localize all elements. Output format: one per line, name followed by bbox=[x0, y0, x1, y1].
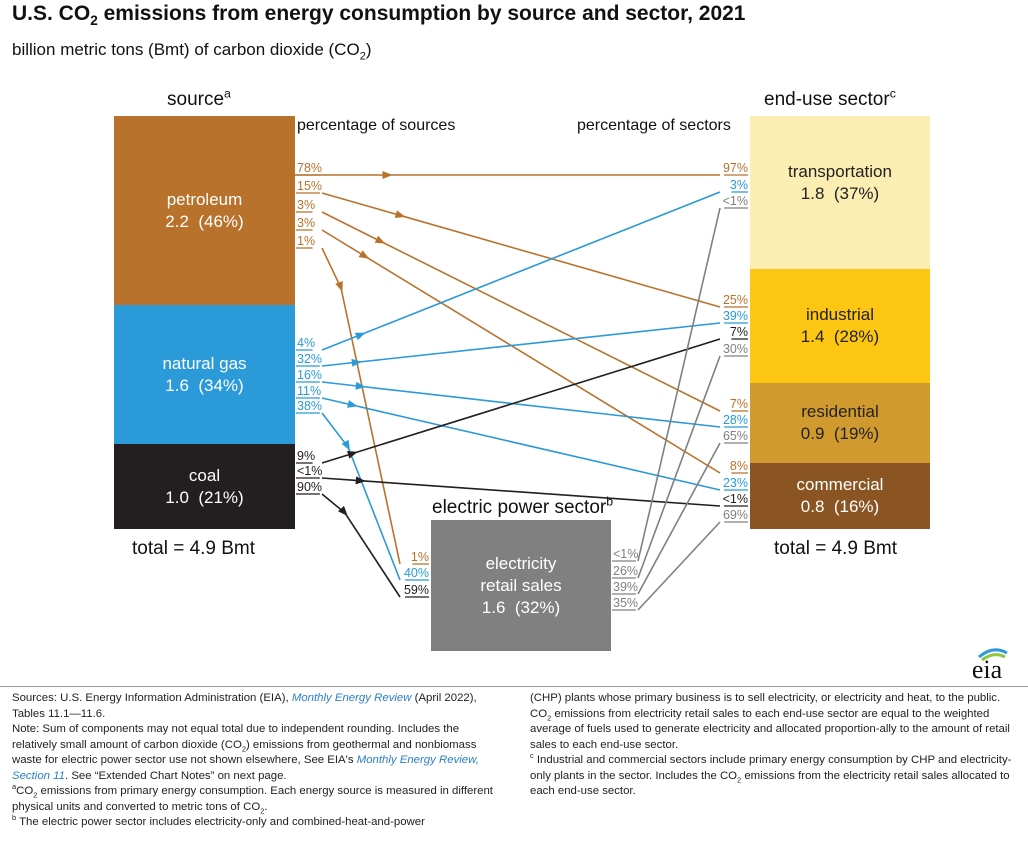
sector-value-residential: 0.9 (19%) bbox=[800, 424, 880, 443]
footer-divider bbox=[0, 686, 1028, 687]
source-value-coal: 1.0 (21%) bbox=[165, 487, 244, 507]
chart-title: U.S. CO2 emissions from energy consumpti… bbox=[12, 2, 746, 29]
pct-transportation-petroleum: 97% bbox=[723, 161, 748, 175]
source-header: sourcea bbox=[167, 86, 231, 110]
flow-gas-residential bbox=[321, 381, 721, 428]
pct-gas-1: 32% bbox=[297, 352, 322, 366]
footnote-c: c Industrial and commercial sectors incl… bbox=[530, 751, 1012, 797]
pct-electric-out-3: 35% bbox=[613, 596, 638, 610]
pct-electric-out-0: <1% bbox=[613, 547, 638, 561]
footnote-b-continued: (CHP) plants whose primary business is t… bbox=[530, 692, 1010, 751]
sector-total: total = 4.9 Bmt bbox=[774, 538, 898, 559]
pct-transportation-gas: 3% bbox=[730, 178, 748, 192]
footnotes-right: (CHP) plants whose primary business is t… bbox=[530, 691, 1020, 800]
footnote-b: b The electric power sector includes ele… bbox=[12, 813, 425, 828]
sector-box-industrial: industrial 1.4 (28%) bbox=[750, 269, 930, 383]
sector-label-industrial: industrial bbox=[805, 305, 875, 324]
source-box-petroleum: petroleum 2.2 (46%) bbox=[114, 116, 295, 305]
sector-label-commercial: commercial bbox=[796, 475, 884, 494]
pct-industrial-gas: 39% bbox=[723, 309, 748, 323]
pct-industrial-petroleum: 25% bbox=[723, 293, 748, 307]
pct-petroleum-1: 15% bbox=[297, 179, 322, 193]
eia-logo: eia bbox=[972, 648, 1008, 681]
pct-commercial-electric: 69% bbox=[723, 508, 748, 522]
electric-power-sector-header: electric power sectorb bbox=[432, 494, 614, 518]
eia-logo-text: eia bbox=[972, 655, 1003, 681]
chart-subtitle: billion metric tons (Bmt) of carbon diox… bbox=[12, 40, 372, 63]
pct-residential-electric: 65% bbox=[723, 429, 748, 443]
pct-coal-0: 9% bbox=[297, 449, 315, 463]
flow-gas-electric bbox=[321, 412, 401, 581]
flow-electric-commercial bbox=[637, 521, 721, 611]
electric-value: 1.6 (32%) bbox=[481, 597, 561, 617]
flow-diagram: 78%15%3%3%1%4%32%16%11%38%9%<1%90%97%3%<… bbox=[295, 161, 748, 611]
source-box-natural-gas: natural gas 1.6 (34%) bbox=[114, 305, 295, 444]
flow-coal-commercial bbox=[321, 476, 721, 507]
flow-petroleum-industrial bbox=[321, 192, 721, 308]
electric-power-box: electricity retail sales 1.6 (32%) bbox=[431, 520, 611, 651]
source-value-petroleum: 2.2 (46%) bbox=[165, 211, 244, 231]
general-note: Note: Sum of components may not equal to… bbox=[12, 723, 479, 782]
pct-coal-1: <1% bbox=[297, 464, 322, 478]
flow-gas-commercial bbox=[321, 397, 721, 491]
footnote-a: aCO2 emissions from primary energy consu… bbox=[12, 782, 493, 815]
sector-value-industrial: 1.4 (28%) bbox=[800, 327, 880, 346]
pct-petroleum-0: 78% bbox=[297, 161, 322, 175]
flow-petroleum-electric bbox=[321, 247, 401, 565]
percentage-of-sources-label: percentage of sources bbox=[297, 117, 456, 134]
footnotes-left: Sources: U.S. Energy Information Adminis… bbox=[12, 691, 504, 831]
pct-petroleum-3: 3% bbox=[297, 216, 315, 230]
sector-value-commercial: 0.8 (16%) bbox=[800, 497, 880, 516]
flow-coal-industrial bbox=[321, 338, 721, 464]
pct-electric-out-1: 26% bbox=[613, 564, 638, 578]
monthly-energy-review-link[interactable]: Monthly Energy Review bbox=[291, 692, 412, 704]
sector-box-transportation: transportation 1.8 (37%) bbox=[750, 116, 930, 269]
sector-value-transportation: 1.8 (37%) bbox=[800, 183, 880, 203]
pct-residential-petroleum: 7% bbox=[730, 397, 748, 411]
pct-industrial-electric: 30% bbox=[723, 342, 748, 356]
sources-note: Sources: U.S. Energy Information Adminis… bbox=[12, 692, 477, 720]
pct-electric-in-gas: 40% bbox=[404, 566, 429, 580]
pct-commercial-gas: 23% bbox=[723, 476, 748, 490]
flow-petroleum-residential bbox=[321, 211, 721, 412]
electric-label-line1: electricity bbox=[485, 553, 557, 573]
pct-gas-2: 16% bbox=[297, 368, 322, 382]
pct-petroleum-2: 3% bbox=[297, 198, 315, 212]
pct-commercial-coal: <1% bbox=[723, 492, 748, 506]
electric-label-line2: retail sales bbox=[480, 575, 562, 595]
source-box-coal: coal 1.0 (21%) bbox=[114, 444, 295, 529]
flow-electric-industrial bbox=[637, 355, 721, 579]
percentage-of-sectors-label: percentage of sectors bbox=[577, 117, 731, 134]
pct-gas-3: 11% bbox=[297, 384, 321, 398]
sector-box-commercial: commercial 0.8 (16%) bbox=[750, 463, 930, 529]
sector-label-transportation: transportation bbox=[788, 161, 892, 181]
source-total: total = 4.9 Bmt bbox=[132, 538, 256, 559]
monthly-energy-review-section-link[interactable]: Monthly Energy Review, Section 11 bbox=[12, 754, 479, 782]
pct-residential-gas: 28% bbox=[723, 413, 748, 427]
flow-gas-industrial bbox=[321, 322, 721, 367]
pct-petroleum-4: 1% bbox=[297, 234, 315, 248]
sector-label-residential: residential bbox=[801, 402, 879, 421]
pct-transportation-electric: <1% bbox=[723, 194, 748, 208]
flow-electric-transportation bbox=[637, 207, 721, 562]
pct-commercial-petroleum: 8% bbox=[730, 459, 748, 473]
source-label-petroleum: petroleum bbox=[166, 189, 243, 209]
pct-electric-out-2: 39% bbox=[613, 580, 638, 594]
pct-coal-2: 90% bbox=[297, 480, 322, 494]
flow-electric-residential bbox=[637, 442, 721, 595]
pct-industrial-coal: 7% bbox=[730, 325, 748, 339]
source-label-natural-gas: natural gas bbox=[162, 353, 247, 373]
sector-box-residential: residential 0.9 (19%) bbox=[750, 383, 930, 463]
pct-gas-0: 4% bbox=[297, 336, 315, 350]
flow-petroleum-commercial bbox=[321, 229, 721, 474]
pct-electric-in-petroleum: 1% bbox=[411, 550, 429, 564]
source-label-coal: coal bbox=[188, 465, 221, 485]
flow-coal-electric bbox=[321, 493, 401, 598]
source-value-natural-gas: 1.6 (34%) bbox=[165, 375, 244, 395]
end-use-sector-header: end-use sectorc bbox=[764, 86, 896, 110]
pct-gas-4: 38% bbox=[297, 399, 322, 413]
pct-electric-in-coal: 59% bbox=[404, 583, 429, 597]
flow-gas-transportation bbox=[321, 191, 721, 351]
